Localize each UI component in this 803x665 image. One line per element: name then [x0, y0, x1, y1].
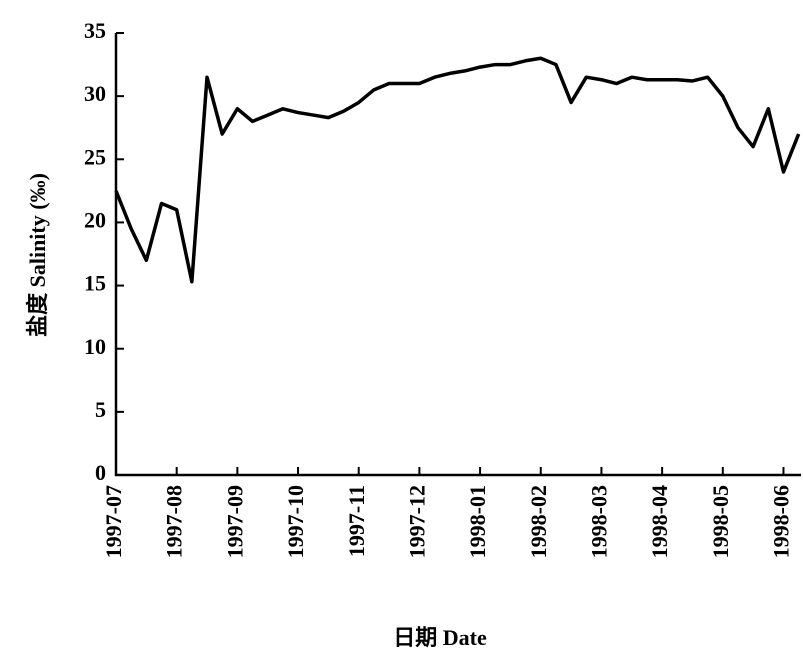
salinity-line [114, 56, 801, 284]
y-tick-label: 25 [84, 144, 106, 169]
x-tick-label: 1998-03 [586, 485, 611, 558]
y-tick-label: 10 [84, 334, 106, 359]
x-axis-label: 日期 Date [393, 625, 487, 650]
y-tick-label: 0 [95, 460, 106, 485]
y-tick-label: 5 [95, 397, 106, 422]
x-tick-label: 1998-06 [769, 485, 794, 558]
x-tick-label: 1997-12 [404, 485, 429, 558]
x-tick-label: 1997-07 [101, 485, 126, 558]
y-tick-label: 20 [84, 207, 106, 232]
x-tick-label: 1997-11 [344, 485, 369, 557]
x-tick-label: 1998-04 [647, 485, 672, 558]
y-tick-label: 15 [84, 271, 106, 296]
x-tick-label: 1998-02 [526, 485, 551, 558]
x-tick-label: 1998-01 [465, 485, 490, 558]
y-tick-label: 35 [84, 18, 106, 43]
y-tick-label: 30 [84, 81, 106, 106]
y-axis-label: 盐度 Salinity (‰) [25, 173, 50, 337]
x-tick-label: 1997-08 [162, 485, 187, 558]
x-tick-label: 1998-05 [708, 485, 733, 558]
x-tick-label: 1997-10 [283, 485, 308, 558]
x-tick-label: 1997-09 [222, 485, 247, 558]
